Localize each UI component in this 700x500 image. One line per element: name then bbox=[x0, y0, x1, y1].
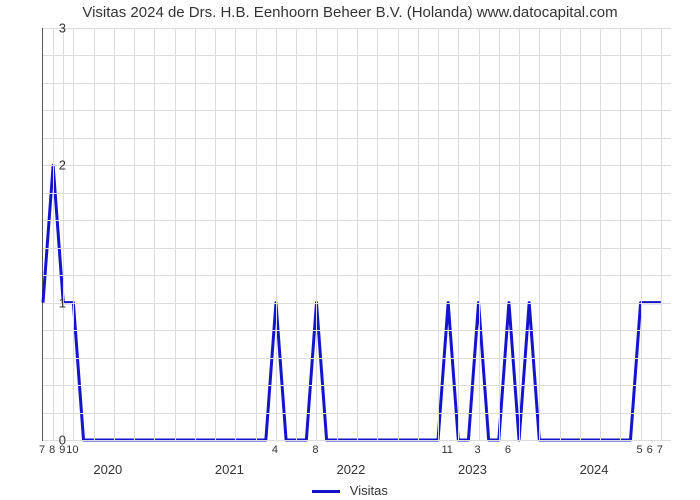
x-tick-minor: 8 bbox=[312, 444, 318, 456]
grid-horizontal bbox=[43, 275, 671, 276]
grid-horizontal bbox=[43, 55, 671, 56]
grid-horizontal bbox=[43, 165, 671, 166]
x-tick-major: 2022 bbox=[336, 462, 365, 477]
legend-swatch bbox=[312, 490, 340, 493]
grid-vertical bbox=[661, 28, 662, 440]
grid-horizontal bbox=[43, 248, 671, 249]
x-tick-minor: 5 bbox=[637, 444, 643, 456]
grid-horizontal bbox=[43, 330, 671, 331]
grid-vertical bbox=[215, 28, 216, 440]
grid-vertical bbox=[114, 28, 115, 440]
grid-vertical bbox=[53, 28, 54, 440]
x-tick-minor: 6 bbox=[647, 444, 653, 456]
grid-vertical bbox=[94, 28, 95, 440]
x-tick-major: 2023 bbox=[458, 462, 487, 477]
grid-horizontal bbox=[43, 220, 671, 221]
y-tick-label: 3 bbox=[48, 21, 66, 36]
grid-vertical bbox=[73, 28, 74, 440]
chart-container: Visitas 2024 de Drs. H.B. Eenhoorn Behee… bbox=[0, 0, 700, 500]
grid-vertical bbox=[580, 28, 581, 440]
x-tick-minor: 11 bbox=[441, 444, 452, 456]
grid-vertical bbox=[337, 28, 338, 440]
grid-vertical bbox=[620, 28, 621, 440]
grid-vertical bbox=[276, 28, 277, 440]
x-tick-minor: 8 bbox=[49, 444, 55, 456]
grid-vertical bbox=[641, 28, 642, 440]
grid-vertical bbox=[539, 28, 540, 440]
plot-area bbox=[42, 28, 671, 441]
grid-horizontal bbox=[43, 193, 671, 194]
grid-horizontal bbox=[43, 413, 671, 414]
x-tick-minor: 9 bbox=[59, 444, 65, 456]
grid-vertical bbox=[479, 28, 480, 440]
x-tick-major: 2021 bbox=[215, 462, 244, 477]
grid-vertical bbox=[499, 28, 500, 440]
x-tick-minor: 3 bbox=[474, 444, 480, 456]
grid-vertical bbox=[377, 28, 378, 440]
legend-label: Visitas bbox=[350, 483, 388, 498]
grid-vertical bbox=[519, 28, 520, 440]
chart-title: Visitas 2024 de Drs. H.B. Eenhoorn Behee… bbox=[0, 4, 700, 21]
x-tick-minor: 4 bbox=[272, 444, 278, 456]
x-tick-major: 2020 bbox=[93, 462, 122, 477]
grid-vertical bbox=[235, 28, 236, 440]
grid-horizontal bbox=[43, 138, 671, 139]
grid-horizontal bbox=[43, 28, 671, 29]
grid-vertical bbox=[398, 28, 399, 440]
grid-vertical bbox=[458, 28, 459, 440]
grid-vertical bbox=[154, 28, 155, 440]
grid-vertical bbox=[134, 28, 135, 440]
grid-horizontal bbox=[43, 385, 671, 386]
grid-vertical bbox=[63, 28, 64, 440]
grid-vertical bbox=[560, 28, 561, 440]
x-tick-minor: 7 bbox=[39, 444, 45, 456]
grid-vertical bbox=[438, 28, 439, 440]
grid-vertical bbox=[296, 28, 297, 440]
grid-horizontal bbox=[43, 358, 671, 359]
x-tick-minor: 6 bbox=[505, 444, 511, 456]
grid-horizontal bbox=[43, 440, 671, 441]
grid-horizontal bbox=[43, 303, 671, 304]
grid-vertical bbox=[175, 28, 176, 440]
grid-vertical bbox=[256, 28, 257, 440]
y-tick-label: 1 bbox=[48, 295, 66, 310]
x-tick-minor: 10 bbox=[66, 444, 78, 456]
grid-horizontal bbox=[43, 83, 671, 84]
x-tick-major: 2024 bbox=[580, 462, 609, 477]
legend: Visitas bbox=[0, 483, 700, 498]
grid-vertical bbox=[316, 28, 317, 440]
y-tick-label: 2 bbox=[48, 158, 66, 173]
grid-vertical bbox=[195, 28, 196, 440]
grid-vertical bbox=[357, 28, 358, 440]
grid-vertical bbox=[418, 28, 419, 440]
x-tick-minor: 7 bbox=[657, 444, 663, 456]
grid-vertical bbox=[600, 28, 601, 440]
grid-horizontal bbox=[43, 110, 671, 111]
